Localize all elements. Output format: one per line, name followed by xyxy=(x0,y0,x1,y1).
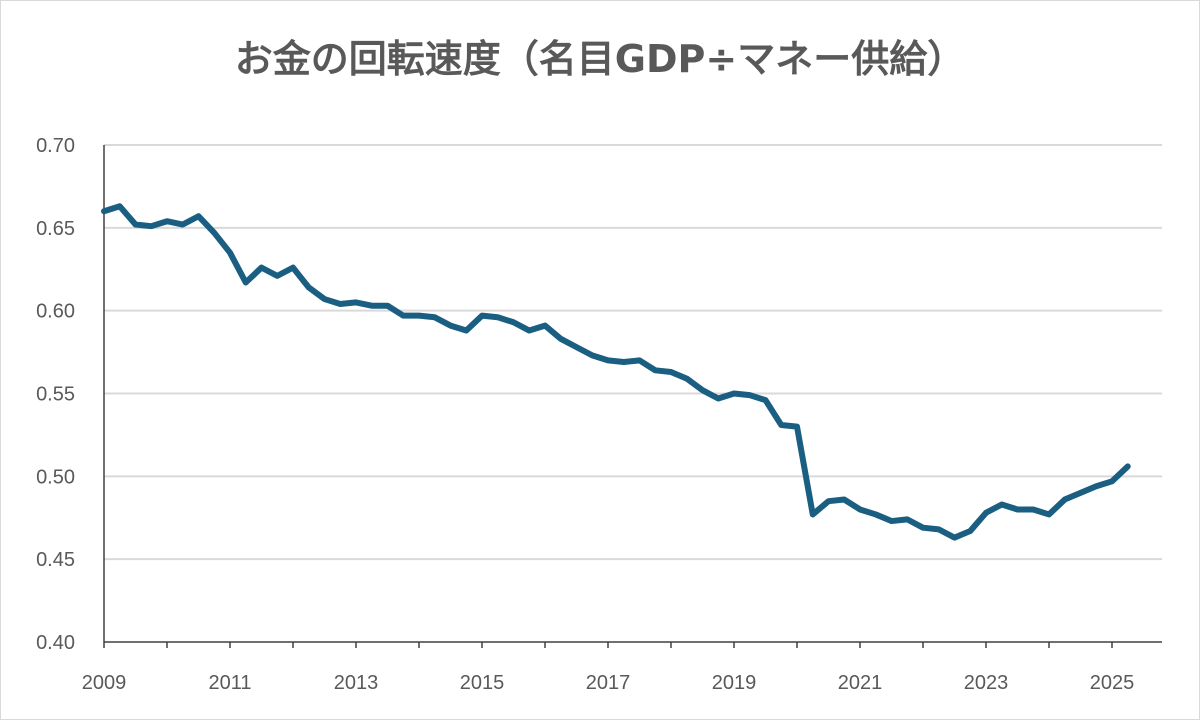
x-tick-label: 2011 xyxy=(208,672,251,694)
x-tick-label: 2013 xyxy=(334,672,379,694)
chart-title: お金の回転速度（名目GDP÷マネー供給） xyxy=(234,37,966,81)
x-tick-label: 2017 xyxy=(586,672,631,694)
y-tick-label: 0.55 xyxy=(36,384,75,406)
y-tick-label: 0.40 xyxy=(36,632,75,654)
y-tick-label: 0.70 xyxy=(36,135,75,157)
x-tick-label: 2009 xyxy=(82,672,127,694)
x-tick-label: 2025 xyxy=(1090,672,1135,694)
x-tick-label: 2021 xyxy=(838,672,883,694)
y-tick-label: 0.65 xyxy=(36,218,75,240)
x-tick-label: 2015 xyxy=(460,672,505,694)
y-tick-label: 0.60 xyxy=(36,301,75,323)
y-tick-label: 0.50 xyxy=(36,466,75,488)
x-tick-label: 2019 xyxy=(712,672,757,694)
y-tick-label: 0.45 xyxy=(36,549,75,571)
x-tick-label: 2023 xyxy=(964,672,1009,694)
series-line xyxy=(101,203,1131,541)
